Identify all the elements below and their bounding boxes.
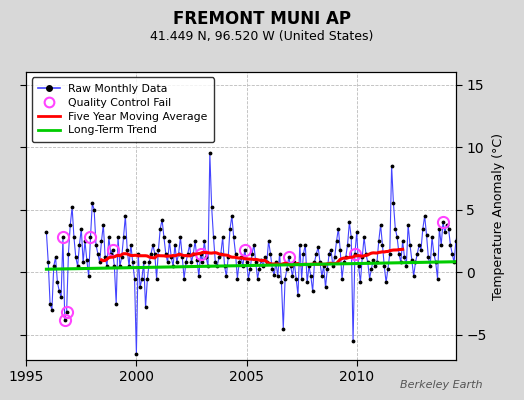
Text: FREMONT MUNI AP: FREMONT MUNI AP [173,10,351,28]
Legend: Raw Monthly Data, Quality Control Fail, Five Year Moving Average, Long-Term Tren: Raw Monthly Data, Quality Control Fail, … [31,78,214,142]
Text: Berkeley Earth: Berkeley Earth [400,380,482,390]
Y-axis label: Temperature Anomaly (°C): Temperature Anomaly (°C) [492,132,505,300]
Text: 41.449 N, 96.520 W (United States): 41.449 N, 96.520 W (United States) [150,30,374,43]
